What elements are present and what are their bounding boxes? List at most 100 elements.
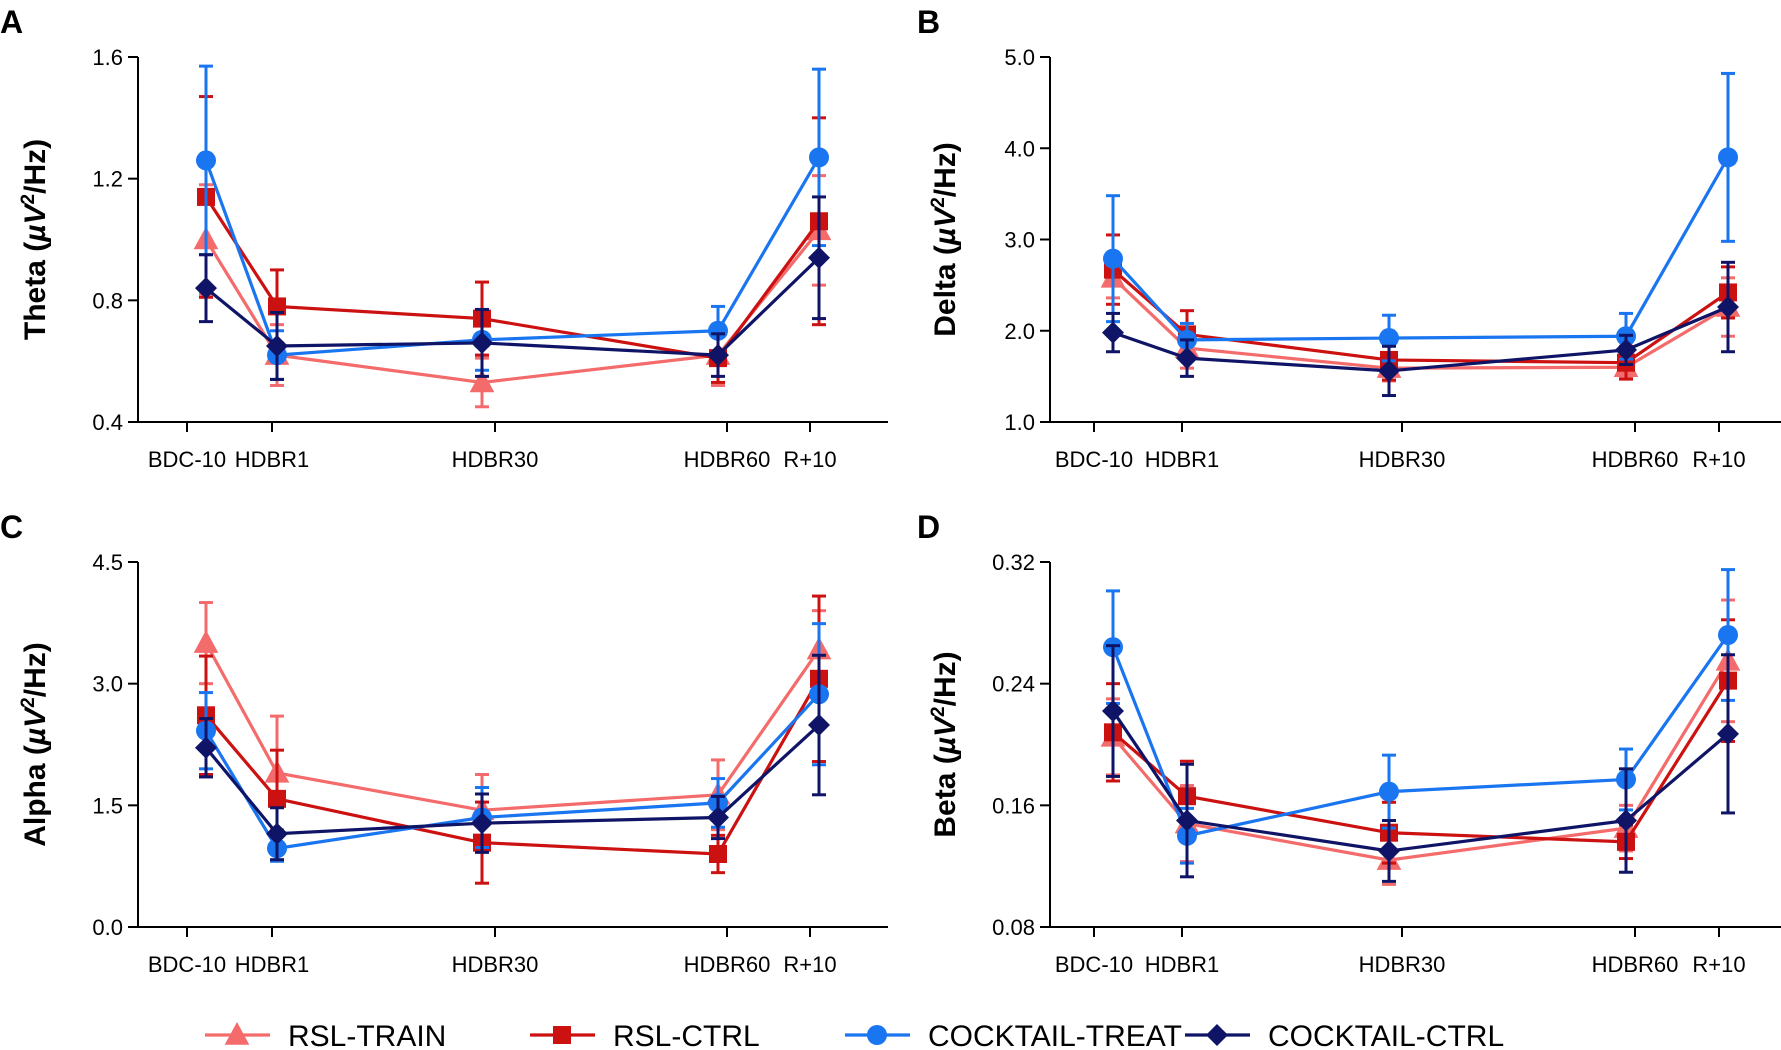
data-point (469, 369, 495, 393)
legend-label: COCKTAIL-TREAT (928, 1020, 1182, 1050)
panel-a: 0.4 0.8 1.2 1.6 BDC-10 HDBR1 HDBR30 HDBR60 R+10 A… (0, 4, 888, 472)
data-point (195, 277, 217, 300)
series-cocktail-treat (1103, 568, 1738, 865)
series-rsl-ctrl (197, 594, 828, 885)
y-axis-label: Beta (µV2/Hz) (928, 651, 962, 837)
series-cocktail-treat (1103, 71, 1738, 363)
data-point (268, 297, 286, 316)
data-point (1176, 347, 1198, 370)
data-point (1379, 328, 1399, 349)
x-tick-label: HDBR60 (1592, 447, 1679, 472)
series-rsl-train (193, 601, 832, 848)
data-point (1176, 809, 1198, 832)
y-tick-label: 1.2 (92, 167, 123, 192)
legend-label: RSL-CTRL (613, 1020, 760, 1050)
panel-letter: B (917, 4, 940, 40)
y-tick-label: 0.0 (92, 915, 123, 940)
data-point (808, 714, 830, 737)
y-axis-label: Alpha (µV2/Hz) (18, 642, 52, 847)
data-point (196, 150, 216, 171)
panel-letter: A (0, 4, 23, 40)
data-point (1717, 296, 1739, 319)
x-tick-label: R+10 (1692, 952, 1745, 977)
legend-marker (553, 1026, 571, 1044)
y-tick-label: 0.32 (992, 550, 1035, 575)
legend-marker (1206, 1024, 1228, 1046)
series-line (1111, 156, 1730, 342)
y-tick-label: 0.24 (992, 672, 1035, 697)
y-tick-label: 1.5 (92, 793, 123, 818)
data-point (1718, 147, 1738, 168)
series-line (204, 678, 821, 856)
panel-c: 0.0 1.5 3.0 4.5 BDC-10 HDBR1 HDBR30 HDBR60 R+10 C… (0, 509, 888, 977)
data-point (1718, 625, 1738, 645)
data-point (1102, 700, 1124, 723)
data-point (1102, 321, 1124, 344)
data-point (809, 147, 829, 168)
y-tick-label: 4.5 (92, 550, 123, 575)
data-point (471, 812, 493, 835)
legend-label: COCKTAIL-CTRL (1268, 1020, 1504, 1050)
data-point (1379, 781, 1399, 802)
legend-item: RSL-TRAIN (205, 1020, 446, 1050)
legend-item: COCKTAIL-CTRL (1185, 1020, 1504, 1050)
x-tick-label: HDBR30 (452, 447, 539, 472)
x-tick-label: HDBR60 (684, 447, 771, 472)
legend-item: RSL-CTRL (530, 1020, 760, 1050)
y-tick-label: 3.0 (92, 672, 123, 697)
data-point (266, 822, 288, 845)
panel-b: 1.0 2.0 3.0 4.0 5.0 BDC-10 HDBR1 HDBR30 HDBR60 R+… (917, 4, 1781, 472)
data-point (1717, 722, 1739, 745)
series-cocktail-ctrl (195, 653, 830, 862)
panel-letter: C (0, 509, 23, 545)
data-point (1615, 809, 1637, 832)
x-tick-label: BDC-10 (148, 447, 226, 472)
series-line (204, 693, 821, 851)
data-point (193, 630, 219, 653)
x-tick-label: R+10 (1692, 447, 1745, 472)
series-cocktail-ctrl (1102, 260, 1739, 398)
data-point (707, 344, 729, 367)
series-line (1111, 634, 1730, 838)
x-tick-label: R+10 (783, 952, 836, 977)
data-point (708, 320, 728, 341)
x-tick-label: HDBR1 (1145, 447, 1220, 472)
legend-item: COCKTAIL-TREAT (845, 1020, 1182, 1050)
y-tick-label: 1.0 (1004, 410, 1035, 435)
x-tick-label: HDBR1 (235, 952, 310, 977)
series-line (204, 156, 821, 357)
x-tick-label: HDBR30 (452, 952, 539, 977)
y-axis-label: Theta (µV2/Hz) (18, 139, 52, 340)
data-point (707, 806, 729, 829)
x-tick-label: BDC-10 (1055, 952, 1133, 977)
data-point (709, 845, 727, 863)
x-tick-label: HDBR30 (1359, 447, 1446, 472)
series-line (1111, 679, 1730, 844)
x-tick-label: HDBR60 (1592, 952, 1679, 977)
data-point (808, 246, 830, 269)
y-tick-label: 1.6 (92, 45, 123, 70)
series-cocktail-ctrl (195, 195, 830, 381)
y-tick-label: 5.0 (1004, 45, 1035, 70)
x-tick-label: HDBR30 (1359, 952, 1446, 977)
y-tick-label: 0.8 (92, 288, 123, 313)
series-cocktail-treat (196, 64, 829, 381)
legend-label: RSL-TRAIN (288, 1020, 446, 1050)
series-line (204, 642, 821, 812)
x-tick-label: BDC-10 (148, 952, 226, 977)
y-tick-label: 0.16 (992, 793, 1035, 818)
series-rsl-train (193, 174, 832, 409)
x-tick-label: HDBR60 (684, 952, 771, 977)
x-tick-label: BDC-10 (1055, 447, 1133, 472)
data-point (471, 331, 493, 354)
data-point (268, 789, 286, 808)
series-cocktail-ctrl (1102, 644, 1739, 883)
legend: RSL-TRAIN RSL-CTRL COCKTAIL-TREAT COCKTAIL-… (205, 1020, 1504, 1050)
panel-letter: D (917, 509, 940, 545)
y-axis-label: Delta (µV2/Hz) (928, 142, 962, 337)
data-point (195, 736, 217, 759)
legend-marker (224, 1022, 250, 1045)
data-point (1103, 248, 1123, 269)
y-tick-label: 4.0 (1004, 136, 1035, 161)
